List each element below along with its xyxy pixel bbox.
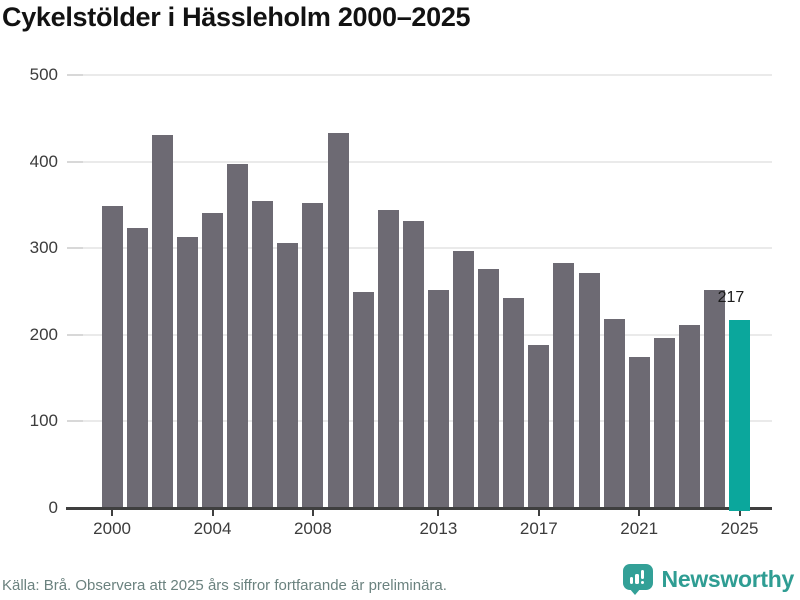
y-axis-label-400: 400 — [29, 151, 58, 171]
x-tick-2000 — [111, 510, 114, 516]
bar-2002 — [151, 135, 173, 508]
bar-2019 — [578, 272, 600, 508]
bar-2010 — [352, 291, 374, 508]
gridline-y-400 — [67, 160, 772, 163]
speech-bubble-tail — [628, 588, 641, 595]
highlight-value-label: 217 — [717, 289, 745, 307]
x-axis-label-2025: 2025 — [720, 519, 759, 538]
y-axis-label-500: 500 — [29, 65, 58, 85]
bar-2012 — [402, 220, 424, 508]
bar-2001 — [126, 227, 148, 508]
x-axis-label-2021: 2021 — [620, 519, 659, 538]
x-tick-2021 — [638, 510, 641, 516]
x-tick-2008 — [311, 510, 314, 516]
bar-2000 — [101, 206, 123, 508]
bar-2023 — [678, 324, 700, 508]
x-axis-label-2013: 2013 — [419, 519, 458, 538]
y-tick-mark — [67, 247, 83, 250]
logo-barchart-icon — [635, 574, 639, 584]
x-axis-label-2017: 2017 — [519, 519, 558, 538]
logo-exclamation-dot-icon — [640, 580, 645, 584]
chart-title: Cykelstölder i Hässleholm 2000–2025 — [2, 2, 471, 32]
bar-2017 — [528, 345, 550, 508]
x-axis-line — [66, 507, 772, 510]
bar-2007 — [277, 243, 299, 508]
x-axis-label-2004: 2004 — [193, 519, 232, 538]
logo-exclamation-icon — [640, 570, 645, 579]
chart-area: 0 100 200 300 400 500 2000 2004 2008 2013 2017 2021… — [29, 65, 772, 538]
bar-2008 — [302, 203, 324, 508]
bar-2014 — [453, 251, 474, 508]
bar-2018 — [553, 263, 575, 508]
bar-2020 — [603, 319, 625, 508]
brand-name: Newsworthy — [661, 565, 795, 592]
bar-2003 — [176, 237, 198, 508]
y-tick-mark — [67, 74, 83, 77]
y-tick-mark — [67, 420, 83, 423]
y-axis-label-300: 300 — [29, 238, 58, 258]
bar-2016 — [503, 297, 525, 508]
bar-2025 — [729, 320, 751, 511]
bar-2005 — [227, 163, 249, 508]
newsworthy-logo-icon — [622, 564, 653, 595]
newsworthy-logo: Newsworthy — [622, 564, 795, 595]
y-tick-mark — [67, 333, 83, 336]
x-tick-2025 — [738, 510, 741, 516]
source-note: Källa: Brå. Observera att 2025 års siffr… — [2, 577, 447, 594]
y-axis-label-0: 0 — [48, 498, 58, 517]
bar-2006 — [252, 200, 274, 508]
bar-2022 — [653, 337, 675, 508]
y-axis-label-100: 100 — [29, 411, 58, 431]
bar-2011 — [377, 209, 399, 508]
bar-2013 — [427, 289, 449, 508]
x-tick-2004 — [211, 510, 214, 516]
bar-2004 — [202, 212, 223, 508]
y-tick-mark — [67, 160, 83, 163]
x-axis-label-2008: 2008 — [293, 519, 332, 538]
bar-2015 — [478, 269, 500, 508]
bar-2024 — [704, 289, 725, 508]
gridline-y-500 — [67, 74, 772, 77]
x-axis-label-2000: 2000 — [93, 519, 131, 538]
x-tick-2017 — [537, 510, 540, 516]
bar-2009 — [327, 133, 349, 508]
y-axis-label-200: 200 — [29, 324, 58, 344]
bar-2021 — [628, 356, 650, 508]
x-tick-2013 — [437, 510, 440, 516]
logo-barchart-icon — [629, 577, 634, 584]
